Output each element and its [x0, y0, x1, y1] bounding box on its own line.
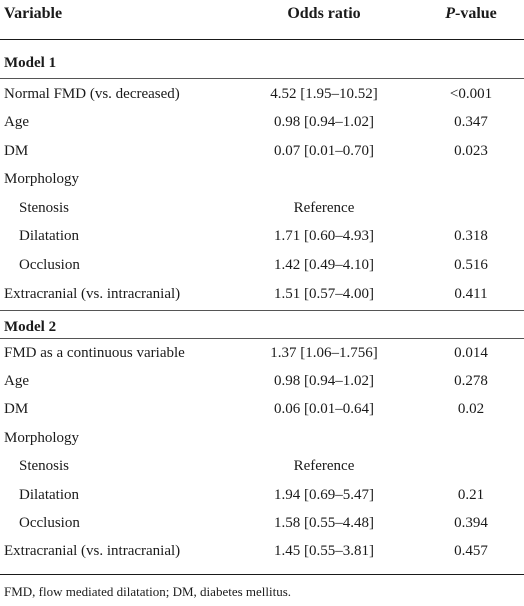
row-odds-ratio: Reference: [293, 200, 355, 216]
table-row: Extracranial (vs. intracranial) 1.51 [0.…: [0, 280, 524, 308]
row-p-value: 0.02: [457, 401, 485, 417]
row-variable: Stenosis: [19, 200, 70, 216]
row-variable: DM: [4, 143, 29, 159]
table-row: DM 0.07 [0.01–0.70] 0.023: [0, 137, 524, 165]
row-p-value: 0.394: [454, 515, 488, 531]
table-row: Morphology: [0, 424, 524, 452]
header-p-value: P-value: [418, 0, 524, 28]
row-variable: Morphology: [4, 171, 79, 187]
row-p-value: 0.457: [454, 543, 488, 559]
header-p-suffix: -value: [455, 5, 497, 22]
row-p-value: 0.278: [454, 373, 488, 389]
table-row: Age 0.98 [0.94–1.02] 0.278: [0, 367, 524, 395]
table-row: Normal FMD (vs. decreased) 4.52 [1.95–10…: [0, 80, 524, 108]
table-row: Morphology: [0, 165, 524, 193]
header-p-italic: P: [445, 5, 455, 22]
row-odds-ratio: 1.58 [0.55–4.48]: [274, 515, 374, 531]
row-p-value: <0.001: [449, 86, 493, 102]
row-odds-ratio: 1.51 [0.57–4.00]: [274, 286, 374, 302]
row-odds-ratio: 4.52 [1.95–10.52]: [270, 86, 378, 102]
table-row: Occlusion 1.58 [0.55–4.48] 0.394: [0, 509, 524, 537]
row-odds-ratio: 0.98 [0.94–1.02]: [274, 373, 374, 389]
row-variable: Morphology: [4, 430, 79, 446]
row-odds-ratio: Reference: [293, 458, 355, 474]
row-odds-ratio: 1.94 [0.69–5.47]: [274, 487, 374, 503]
table-footnote: FMD, flow mediated dilatation; DM, diabe…: [4, 584, 292, 599]
row-variable: Occlusion: [19, 257, 80, 273]
row-p-value: 0.014: [454, 345, 488, 361]
section-rule: [0, 310, 524, 311]
row-p-value: 0.21: [457, 487, 485, 503]
row-variable: Dilatation: [19, 228, 79, 244]
row-p-value: 0.347: [454, 114, 488, 130]
table-row: Age 0.98 [0.94–1.02] 0.347: [0, 108, 524, 136]
row-variable: Normal FMD (vs. decreased): [4, 86, 180, 102]
model2-rule: [0, 338, 524, 339]
header-odds-ratio: Odds ratio: [287, 5, 361, 22]
row-variable: Occlusion: [19, 515, 80, 531]
table-row: DM 0.06 [0.01–0.64] 0.02: [0, 395, 524, 423]
table-row: FMD as a continuous variable 1.37 [1.06–…: [0, 339, 524, 367]
table-row: Stenosis Reference: [0, 452, 524, 480]
row-p-value: 0.516: [454, 257, 488, 273]
row-odds-ratio: 1.45 [0.55–3.81]: [274, 543, 374, 559]
table-row: Occlusion 1.42 [0.49–4.10] 0.516: [0, 251, 524, 279]
row-variable: Dilatation: [19, 487, 79, 503]
row-p-value: 0.023: [454, 143, 488, 159]
header-rule: [0, 39, 524, 40]
row-p-value: 0.411: [454, 286, 488, 302]
model1-heading-row: Model 1: [0, 49, 524, 77]
table-header-row: Variable Odds ratio P-value: [0, 0, 524, 28]
model2-title: Model 2: [4, 319, 57, 335]
table-row: Dilatation 1.71 [0.60–4.93] 0.318: [0, 222, 524, 250]
bottom-rule: [0, 574, 524, 575]
row-odds-ratio: 1.71 [0.60–4.93]: [274, 228, 374, 244]
row-odds-ratio: 0.06 [0.01–0.64]: [274, 401, 374, 417]
row-variable: Stenosis: [19, 458, 70, 474]
row-variable: Age: [4, 114, 29, 130]
row-variable: FMD as a continuous variable: [4, 345, 185, 361]
row-variable: DM: [4, 401, 29, 417]
model1-title: Model 1: [4, 55, 57, 71]
header-variable: Variable: [4, 5, 63, 22]
row-odds-ratio: 0.98 [0.94–1.02]: [274, 114, 374, 130]
row-p-value: 0.318: [454, 228, 488, 244]
model2-heading-row: Model 2: [0, 313, 524, 341]
row-variable: Extracranial (vs. intracranial): [4, 286, 181, 302]
row-variable: Extracranial (vs. intracranial): [4, 543, 181, 559]
table-row: Extracranial (vs. intracranial) 1.45 [0.…: [0, 537, 524, 565]
row-odds-ratio: 1.42 [0.49–4.10]: [274, 257, 374, 273]
row-odds-ratio: 1.37 [1.06–1.756]: [270, 345, 378, 361]
table-row: Stenosis Reference: [0, 194, 524, 222]
row-odds-ratio: 0.07 [0.01–0.70]: [274, 143, 374, 159]
row-variable: Age: [4, 373, 29, 389]
table-row: Dilatation 1.94 [0.69–5.47] 0.21: [0, 481, 524, 509]
model1-rule: [0, 78, 524, 79]
